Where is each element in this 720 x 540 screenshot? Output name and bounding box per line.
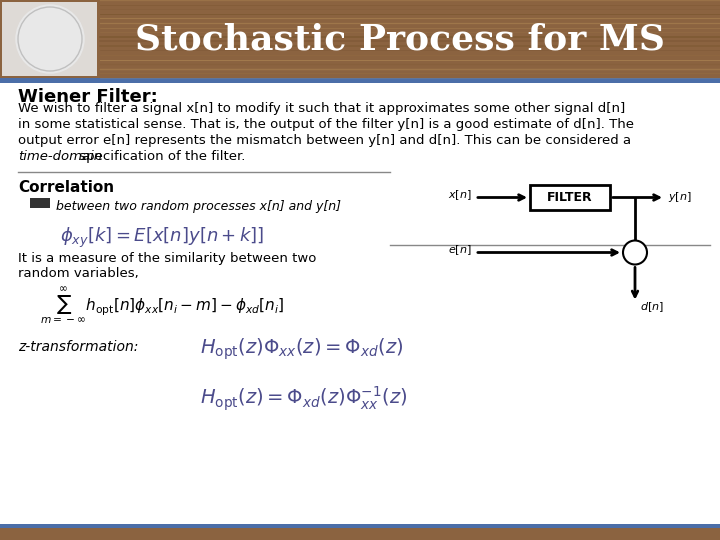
Text: $\phi_{xy}[k] = E[x[n]y[n+k]]$: $\phi_{xy}[k] = E[x[n]y[n+k]]$ xyxy=(60,226,264,250)
FancyBboxPatch shape xyxy=(0,524,720,528)
Text: $\sum_{m=-\infty}^{\infty} h_{\mathrm{opt}}[n]\phi_{xx}[n_i - m] - \phi_{xd}[n_i: $\sum_{m=-\infty}^{\infty} h_{\mathrm{op… xyxy=(40,285,284,327)
Text: specification of the filter.: specification of the filter. xyxy=(75,150,246,163)
Text: Stochastic Process for MS: Stochastic Process for MS xyxy=(135,22,665,56)
Text: time-domain: time-domain xyxy=(18,150,102,163)
FancyBboxPatch shape xyxy=(2,2,97,76)
Text: random variables,: random variables, xyxy=(18,267,139,280)
Text: $H_{\mathrm{opt}}(z)\Phi_{xx}(z) = \Phi_{xd}(z)$: $H_{\mathrm{opt}}(z)\Phi_{xx}(z) = \Phi_… xyxy=(200,336,403,361)
FancyBboxPatch shape xyxy=(30,198,50,208)
Text: It is a measure of the similarity between two: It is a measure of the similarity betwee… xyxy=(18,252,316,265)
FancyBboxPatch shape xyxy=(0,528,720,540)
Circle shape xyxy=(623,240,647,265)
FancyBboxPatch shape xyxy=(0,78,720,83)
Text: $x[n]$: $x[n]$ xyxy=(449,188,472,202)
Text: –: – xyxy=(634,240,642,254)
Text: Correlation: Correlation xyxy=(18,180,114,195)
Text: We wish to filter a signal x[n] to modify it such that it approximates some othe: We wish to filter a signal x[n] to modif… xyxy=(18,102,625,115)
Text: in some statistical sense. That is, the output of the filter y[n] is a good esti: in some statistical sense. That is, the … xyxy=(18,118,634,131)
Text: $d[n]$: $d[n]$ xyxy=(640,300,664,314)
Circle shape xyxy=(16,5,84,73)
Text: +: + xyxy=(632,249,644,264)
Text: $e[n]$: $e[n]$ xyxy=(449,244,472,258)
Text: output error e[n] represents the mismatch between y[n] and d[n]. This can be con: output error e[n] represents the mismatc… xyxy=(18,134,631,147)
Text: $H_{\mathrm{opt}}(z) = \Phi_{xd}(z)\Phi_{xx}^{-1}(z)$: $H_{\mathrm{opt}}(z) = \Phi_{xd}(z)\Phi_… xyxy=(200,385,408,414)
Text: z-transformation:: z-transformation: xyxy=(18,340,138,354)
Text: between two random processes x[n] and y[n]: between two random processes x[n] and y[… xyxy=(56,200,341,213)
Text: FILTER: FILTER xyxy=(547,191,593,204)
FancyBboxPatch shape xyxy=(0,0,720,78)
Text: $y[n]$: $y[n]$ xyxy=(668,191,692,205)
FancyBboxPatch shape xyxy=(530,185,610,210)
Text: Wiener Filter:: Wiener Filter: xyxy=(18,88,158,106)
